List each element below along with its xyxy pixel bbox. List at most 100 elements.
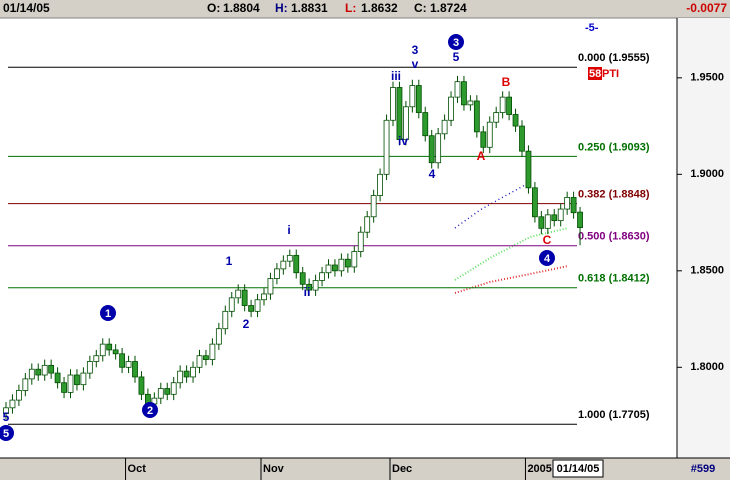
wave-label: 4 — [544, 253, 551, 265]
candle-body — [351, 251, 358, 268]
candle-body — [519, 125, 525, 152]
candle-body — [74, 374, 80, 386]
pti-text: PTI — [602, 68, 619, 80]
candle-body — [35, 368, 42, 376]
wave-label: B — [502, 75, 511, 89]
fib-label: 0.618 (1.8412) — [578, 273, 650, 285]
candle-body — [273, 268, 280, 279]
candle-body — [402, 106, 409, 140]
header-value: 1.8724 — [430, 1, 467, 15]
fib-label: 1.000 (1.7705) — [578, 409, 650, 421]
channel-line — [454, 227, 569, 281]
wave-label: A — [477, 149, 486, 163]
wave-circle — [142, 402, 158, 418]
candle-body — [357, 231, 364, 252]
candle-body — [93, 355, 100, 362]
candle-body — [551, 214, 558, 222]
candle-body — [99, 343, 106, 357]
candle-body — [538, 216, 545, 229]
candle-body — [319, 272, 325, 281]
y-tick-label: 1.8500 — [690, 265, 724, 277]
candle-body — [480, 131, 487, 148]
wave-label: C — [543, 233, 552, 247]
candle-body — [499, 96, 506, 113]
x-tick-label: Dec — [392, 463, 412, 475]
time-axis-panel — [0, 458, 730, 480]
wave-circle — [448, 34, 464, 50]
date-box-label: 01/14/05 — [557, 463, 600, 475]
candle-body — [512, 114, 519, 127]
candle-body — [415, 85, 422, 113]
candle-body — [80, 372, 87, 386]
candle-body — [544, 214, 551, 229]
price-axis-panel — [677, 18, 730, 458]
candle-body — [370, 195, 377, 218]
candle-body — [261, 293, 267, 301]
candle-body — [532, 187, 538, 218]
candle-body — [209, 343, 216, 360]
candle-body — [364, 216, 371, 233]
candle-body — [86, 361, 93, 374]
candle-body — [409, 85, 416, 108]
header-value: 1.8632 — [361, 1, 398, 15]
header-label: O: — [207, 1, 220, 15]
header-label: H: — [275, 1, 288, 15]
wave-circle — [0, 425, 14, 441]
candle-body — [448, 96, 454, 121]
pti-value: 58 — [589, 68, 601, 80]
wave-label: 5 — [3, 428, 9, 440]
wave-label: 2 — [243, 317, 250, 331]
candle-body — [138, 376, 145, 395]
candle-body — [215, 328, 222, 345]
fib-label: 0.250 (1.9093) — [578, 141, 650, 153]
candle-body — [306, 283, 313, 291]
wave-label: 1 — [226, 254, 233, 268]
candle-body — [312, 280, 319, 291]
wave-label: 4 — [429, 167, 436, 181]
wave-label: 1 — [105, 308, 111, 320]
candle-body — [428, 135, 435, 164]
header-label: L: — [345, 1, 356, 15]
header-value: 1.8831 — [291, 1, 328, 15]
candle-body — [422, 112, 429, 137]
wave-label: 5 — [453, 50, 460, 64]
pti-box — [588, 67, 602, 80]
candle-body — [557, 208, 564, 222]
candle-body — [293, 254, 300, 274]
candle-body — [377, 173, 384, 196]
candle-body — [338, 258, 345, 272]
fib-label: 0.500 (1.8630) — [578, 231, 650, 243]
candle-body — [157, 388, 164, 399]
candle-body — [577, 211, 583, 228]
candle-body — [222, 310, 229, 330]
header-date: 01/14/05 — [3, 1, 50, 15]
wave-label: ii — [304, 285, 311, 299]
candle-body — [183, 370, 190, 378]
wave-label: i — [287, 223, 290, 237]
candle-body — [493, 112, 500, 123]
candle-body — [112, 349, 119, 355]
y-tick-label: 1.8000 — [690, 361, 724, 373]
candle-body — [132, 361, 138, 378]
candle-body — [267, 278, 274, 295]
candle-body — [164, 388, 171, 395]
candle-body — [564, 197, 571, 210]
wave-circle — [100, 305, 116, 321]
candle-body — [22, 378, 29, 391]
header-value: 1.8804 — [223, 1, 260, 15]
candle-body — [41, 364, 48, 376]
candle-body — [28, 368, 35, 380]
candle-body — [48, 364, 55, 374]
date-box — [552, 459, 604, 478]
x-tick-label: 2005 — [527, 463, 551, 475]
y-tick-label: 1.9500 — [690, 72, 724, 84]
x-tick-label: Oct — [128, 463, 147, 475]
candle-body — [125, 361, 132, 368]
candle-body — [15, 390, 22, 401]
candle-body — [461, 81, 467, 106]
candle-body — [203, 355, 209, 360]
candle-body — [344, 258, 351, 268]
candle-body — [177, 370, 184, 384]
